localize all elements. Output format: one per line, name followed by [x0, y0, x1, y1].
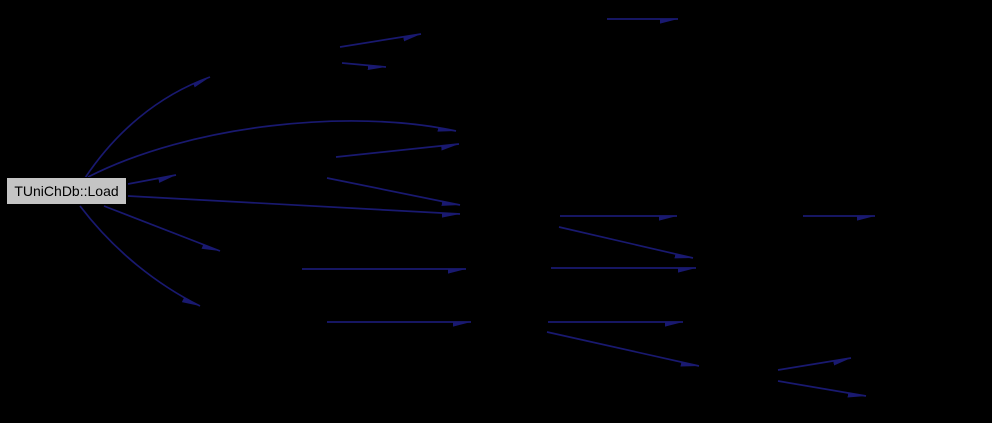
call-edge-edge-7 [339, 33, 422, 48]
call-edge-edge-5 [103, 205, 221, 252]
call-edge-edge-20 [777, 357, 852, 371]
call-edge-edge-1 [84, 76, 211, 179]
call-edge-edge-4 [127, 195, 461, 214]
call-edge-edge-9 [335, 143, 460, 158]
edges-layer [79, 18, 875, 396]
call-edge-edge-15 [558, 226, 694, 259]
call-edge-edge-3 [127, 174, 177, 185]
node-tunichdb-load: TUniChDb::Load [6, 177, 127, 205]
call-edge-edge-21 [777, 380, 867, 396]
node-label: TUniChDb::Load [14, 183, 119, 199]
call-edge-edge-10 [326, 177, 461, 205]
call-edge-edge-8 [341, 62, 387, 67]
call-edge-edge-6 [79, 205, 201, 307]
call-edge-edge-18 [546, 331, 700, 367]
call-edge-edge-2 [87, 120, 457, 178]
